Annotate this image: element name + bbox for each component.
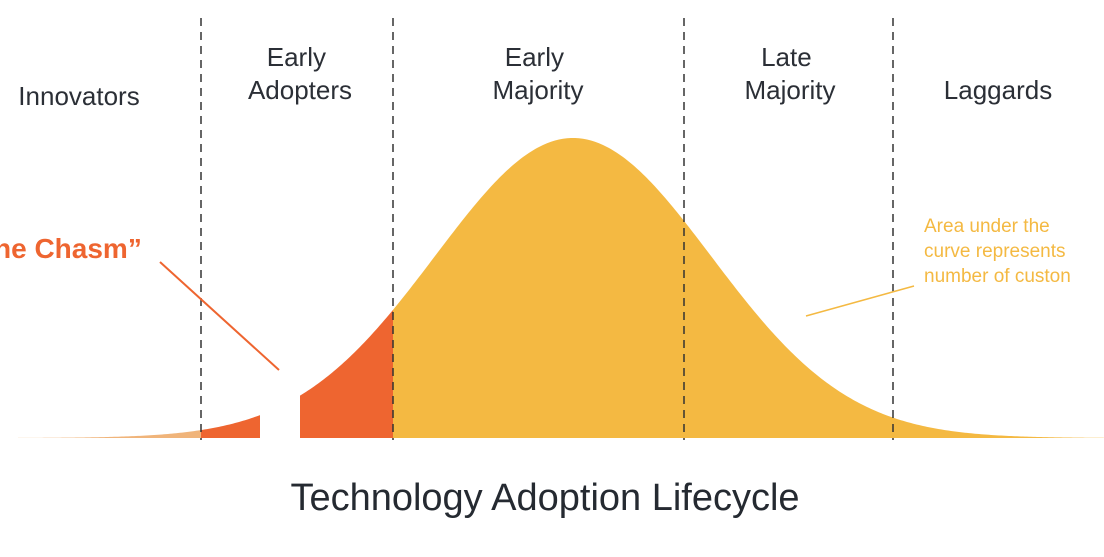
segment-label-line: Majority <box>492 75 583 105</box>
area-note-line: number of custon <box>924 266 1071 287</box>
segment-label-innovators: Innovators <box>18 81 139 111</box>
segment-label-line: Early <box>267 42 326 72</box>
chasm-label: he Chasm” <box>0 233 142 264</box>
early-adopters-area-left <box>201 415 260 438</box>
chasm-pointer-line <box>159 261 280 371</box>
area-note-line: curve represents <box>924 241 1066 262</box>
segment-dividers <box>200 18 894 440</box>
area-note-line: Area under the <box>924 216 1050 237</box>
majority-laggards-area <box>393 138 1104 438</box>
area-note: Area under the curve represents number o… <box>924 216 1071 287</box>
segment-label-line: Late <box>761 42 812 72</box>
segment-label-late-majority: Late Majority <box>744 42 835 105</box>
early-adopters-area-right <box>300 309 393 438</box>
segment-label-line: Innovators <box>18 81 139 111</box>
segment-label-line: Adopters <box>248 75 352 105</box>
segment-label-line: Early <box>505 42 564 72</box>
segment-label-line: Majority <box>744 75 835 105</box>
segment-label-line: Laggards <box>944 75 1052 105</box>
segment-label-early-adopters: Early Adopters <box>248 42 352 105</box>
diagram-title: Technology Adoption Lifecycle <box>290 477 799 519</box>
innovators-area <box>18 430 201 438</box>
area-note-pointer-line <box>805 285 915 317</box>
segment-label-early-majority: Early Majority <box>492 42 583 105</box>
segment-label-laggards: Laggards <box>944 75 1052 105</box>
